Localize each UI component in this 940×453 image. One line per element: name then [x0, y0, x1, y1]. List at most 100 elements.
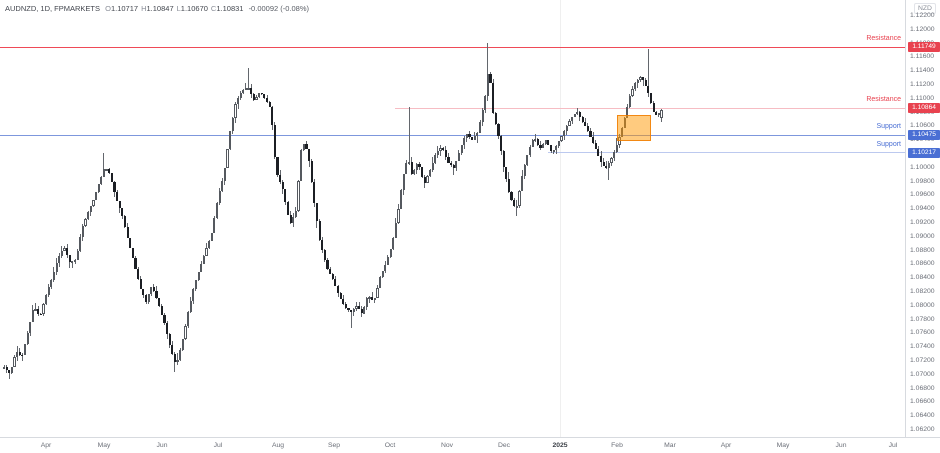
candle-body	[410, 161, 413, 175]
support-line[interactable]	[0, 134, 905, 136]
candle-body	[208, 240, 211, 248]
candle-body	[181, 339, 184, 351]
candle-body	[576, 111, 579, 114]
chart-pane[interactable]: Resistance Resistance Support Support	[0, 0, 905, 437]
candle-body	[121, 208, 124, 217]
candle-wick	[245, 82, 247, 90]
candle-body	[34, 308, 37, 311]
resistance-line[interactable]	[0, 46, 905, 48]
candle-body	[407, 161, 411, 164]
candle-body	[323, 250, 326, 261]
candle-body	[105, 169, 108, 172]
candle-body	[463, 138, 466, 146]
time-axis-label: Feb	[611, 442, 623, 449]
candle-body	[242, 89, 245, 93]
candle-body	[189, 300, 192, 313]
symbol-title[interactable]: AUDNZD, 1D, FPMARKETS	[5, 4, 101, 13]
candle-body	[360, 308, 363, 314]
candle-wick	[647, 49, 649, 97]
candle-body	[478, 122, 482, 133]
candle-body	[113, 181, 116, 193]
candle-body	[347, 308, 350, 311]
support-price-label[interactable]: 1.10217	[908, 147, 940, 158]
candle-body	[486, 73, 489, 97]
candle-body	[297, 180, 300, 211]
candle-body	[226, 149, 229, 169]
supply-zone[interactable]	[617, 114, 651, 141]
candle-body	[234, 104, 237, 118]
candle-body	[584, 121, 587, 127]
ohlc-value: 1.10847	[146, 4, 174, 13]
support-price-label[interactable]: 1.10475	[908, 130, 940, 141]
candle-body	[452, 165, 455, 168]
candle-body	[47, 287, 50, 295]
price-axis[interactable]: NZD 1.122001.120001.118001.116001.114001…	[905, 0, 940, 437]
candle-wick	[453, 164, 455, 175]
candle-wick	[350, 310, 352, 328]
price-tick-label: 1.07000	[910, 370, 935, 378]
candle-body	[405, 163, 408, 175]
price-tick-label: 1.08400	[910, 274, 935, 282]
candle-body	[305, 143, 308, 150]
resistance-price-label[interactable]: 1.10864	[908, 103, 940, 114]
candle-body	[573, 113, 576, 117]
candle-body	[402, 174, 405, 191]
time-axis[interactable]: Apr May Jun Jul Aug Sep Oct Nov Dec 2025 Feb Mar Apr…	[0, 437, 940, 453]
ohlc-values: O1.10717 H1.10847 L1.10670 C1.10831	[102, 4, 243, 13]
candle-body	[276, 157, 279, 176]
candle-body	[465, 134, 468, 139]
support-line[interactable]	[548, 152, 905, 154]
price-tick-label: 1.08600	[910, 260, 935, 268]
candle-body	[444, 149, 447, 157]
candle-body	[252, 93, 255, 100]
candle-body	[381, 271, 384, 278]
candle-body	[81, 226, 84, 238]
support-annotation: Support	[876, 123, 901, 131]
time-axis-label: Aug	[271, 442, 285, 449]
candle-body	[37, 308, 40, 314]
candle-body	[471, 137, 474, 140]
candle-body	[315, 203, 319, 222]
ohlc-key: O	[105, 4, 111, 13]
candle-body	[597, 149, 600, 156]
candle-body	[431, 162, 434, 171]
candle-body	[497, 124, 500, 136]
candle-body	[457, 152, 461, 161]
candle-wick	[576, 108, 578, 115]
candle-body	[76, 250, 79, 260]
resistance-line[interactable]	[395, 107, 905, 109]
time-axis-label: 2025	[552, 442, 568, 449]
candle-body	[102, 169, 106, 177]
candle-body	[31, 310, 35, 322]
time-axis-label: Apr	[40, 442, 52, 449]
candle-body	[513, 200, 516, 207]
candle-body	[489, 73, 492, 83]
price-tick-label: 1.09200	[910, 219, 935, 226]
candle-body	[594, 142, 597, 149]
candle-body	[66, 247, 69, 256]
candle-body	[418, 163, 421, 167]
candle-body	[631, 88, 634, 97]
candle-body	[639, 77, 642, 80]
candle-wick	[487, 42, 489, 101]
candle-body	[476, 132, 479, 137]
candle-body	[284, 189, 287, 202]
candle-body	[263, 94, 266, 98]
candle-body	[455, 160, 458, 168]
candle-body	[371, 296, 374, 300]
candle-body	[115, 192, 119, 202]
candle-body	[160, 306, 163, 315]
candle-body	[326, 260, 329, 269]
resistance-annotation: Resistance	[866, 96, 901, 104]
candle-body	[384, 265, 387, 272]
symbol-legend[interactable]: AUDNZD, 1D, FPMARKETS O1.10717 H1.10847 L1…	[5, 4, 309, 13]
candle-body	[137, 268, 140, 280]
candle-body	[605, 165, 608, 168]
resistance-price-label[interactable]: 1.11749	[908, 42, 940, 53]
candle-body	[215, 202, 219, 219]
candle-body	[450, 162, 453, 166]
candle-body	[302, 143, 305, 150]
price-tick-label: 1.06600	[910, 398, 935, 406]
candle-body	[515, 205, 518, 208]
candle-body	[123, 216, 127, 228]
